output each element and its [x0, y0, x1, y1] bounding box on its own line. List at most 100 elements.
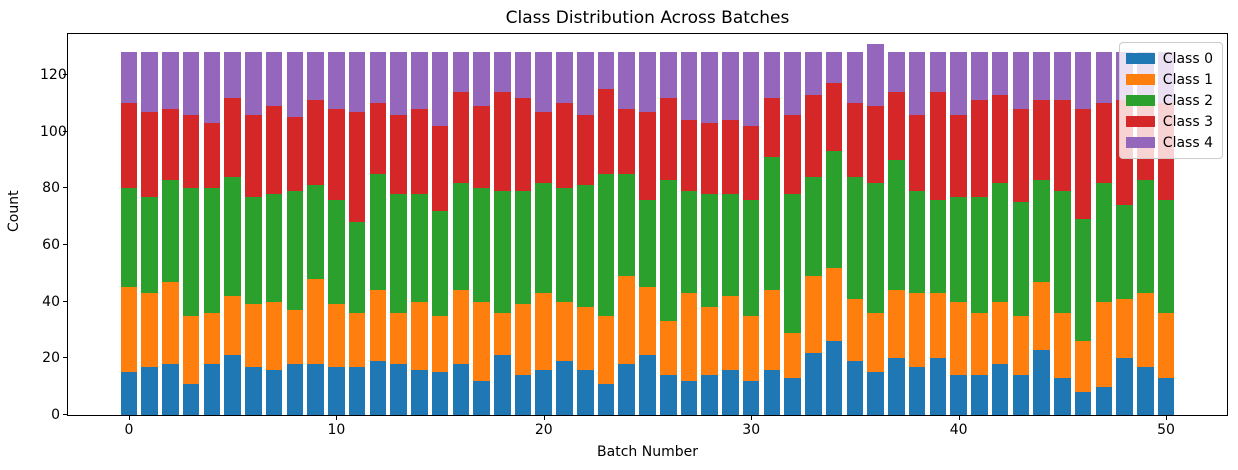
- bar-segment-class-1: [411, 301, 428, 370]
- x-tick-label: 30: [742, 422, 761, 438]
- x-tick-label: 20: [534, 422, 553, 438]
- bar-segment-class-4: [120, 52, 138, 104]
- bar-segment-class-4: [742, 52, 760, 126]
- stacked-bar-batch-21: [556, 52, 573, 415]
- bar-segment-class-1: [929, 293, 947, 359]
- stacked-bar-batch-37: [888, 52, 905, 415]
- bar-segment-class-0: [265, 369, 283, 415]
- bar-segment-class-0: [141, 366, 158, 415]
- legend-swatch-class-2: [1125, 95, 1155, 106]
- legend-label: Class 1: [1162, 71, 1213, 88]
- bar-segment-class-1: [556, 301, 573, 362]
- bars-layer: [68, 34, 1227, 415]
- bar-segment-class-4: [141, 52, 158, 112]
- legend-label: Class 3: [1162, 113, 1213, 130]
- bar-segment-class-4: [1074, 52, 1092, 109]
- x-axis-label: Batch Number: [597, 444, 698, 460]
- bar-segment-class-1: [162, 281, 179, 364]
- bar-segment-class-3: [784, 114, 801, 194]
- stacked-bar-batch-11: [348, 52, 366, 415]
- legend-item-class-3: Class 3: [1125, 111, 1213, 132]
- bar-segment-class-1: [390, 312, 407, 364]
- bar-segment-class-2: [203, 188, 221, 313]
- bar-segment-class-3: [286, 117, 304, 192]
- bar-segment-class-2: [1054, 191, 1071, 313]
- bar-segment-class-4: [224, 52, 241, 98]
- bar-segment-class-2: [1033, 179, 1050, 282]
- bar-segment-class-0: [1136, 366, 1154, 415]
- bar-segment-class-2: [784, 193, 801, 333]
- x-tick-mark: [543, 415, 545, 420]
- bar-segment-class-2: [390, 193, 407, 313]
- bar-segment-class-4: [805, 52, 822, 95]
- bar-segment-class-4: [245, 52, 262, 115]
- bar-segment-class-2: [576, 185, 594, 308]
- stacked-bar-batch-13: [390, 52, 407, 415]
- stacked-bar-batch-18: [494, 52, 511, 415]
- stacked-bar-batch-19: [514, 52, 532, 415]
- stacked-bar-batch-39: [929, 52, 947, 415]
- bar-segment-class-4: [763, 52, 781, 98]
- bar-segment-class-0: [182, 383, 200, 415]
- bar-segment-class-0: [867, 372, 884, 415]
- stacked-bar-batch-7: [265, 52, 283, 415]
- bar-segment-class-1: [576, 307, 594, 370]
- stacked-bar-batch-46: [1074, 52, 1092, 415]
- bar-segment-class-0: [971, 375, 988, 415]
- bar-segment-class-1: [141, 293, 158, 367]
- bar-segment-class-0: [597, 383, 615, 415]
- bar-segment-class-3: [1054, 100, 1071, 192]
- bar-segment-class-0: [908, 366, 926, 415]
- bar-segment-class-1: [514, 304, 532, 376]
- bar-segment-class-0: [742, 380, 760, 415]
- stacked-bar-batch-36: [867, 43, 884, 415]
- bar-segment-class-0: [224, 355, 241, 415]
- bar-segment-class-1: [182, 315, 200, 384]
- bar-segment-class-2: [328, 199, 345, 305]
- bar-segment-class-0: [825, 341, 843, 415]
- stacked-bar-batch-3: [182, 52, 200, 415]
- bar-segment-class-1: [659, 321, 677, 376]
- bar-segment-class-2: [1074, 219, 1092, 342]
- bar-segment-class-3: [659, 97, 677, 180]
- bar-segment-class-2: [659, 179, 677, 322]
- bar-segment-class-3: [265, 106, 283, 194]
- stacked-bar-batch-17: [473, 52, 490, 415]
- bar-segment-class-3: [431, 125, 449, 211]
- bar-segment-class-0: [162, 363, 179, 415]
- bar-segment-class-2: [991, 182, 1009, 302]
- stacked-bar-batch-20: [535, 52, 553, 415]
- bar-segment-class-4: [431, 52, 449, 126]
- bar-segment-class-0: [1033, 349, 1050, 415]
- bar-segment-class-1: [763, 290, 781, 370]
- bar-segment-class-4: [265, 52, 283, 107]
- bar-segment-class-1: [825, 267, 843, 342]
- bar-segment-class-0: [286, 363, 304, 415]
- bar-segment-class-4: [452, 52, 470, 92]
- bar-segment-class-1: [805, 276, 822, 353]
- bar-segment-class-1: [742, 315, 760, 381]
- bar-segment-class-3: [950, 114, 967, 197]
- bar-segment-class-3: [1033, 100, 1050, 180]
- bar-segment-class-2: [742, 199, 760, 316]
- stacked-bar-batch-33: [805, 52, 822, 415]
- bar-segment-class-0: [763, 369, 781, 415]
- bar-segment-class-3: [1012, 108, 1030, 203]
- bar-segment-class-0: [929, 358, 947, 415]
- plot-area: Class 0 Class 1 Class 2 Class 3 Class 4: [63, 33, 1228, 420]
- bar-segment-class-3: [203, 123, 221, 189]
- y-tick-mark: [63, 357, 68, 359]
- bar-segment-class-0: [1054, 378, 1071, 415]
- legend-item-class-0: Class 0: [1125, 48, 1213, 69]
- stacked-bar-batch-16: [452, 52, 470, 415]
- bar-segment-class-0: [390, 363, 407, 415]
- legend-label: Class 4: [1162, 134, 1213, 151]
- bar-segment-class-0: [307, 363, 324, 415]
- stacked-bar-batch-15: [431, 52, 449, 415]
- bar-segment-class-2: [701, 193, 718, 308]
- bar-segment-class-2: [120, 188, 138, 288]
- bar-segment-class-4: [888, 52, 905, 92]
- bar-segment-class-4: [203, 52, 221, 124]
- bar-segment-class-0: [328, 366, 345, 415]
- bar-segment-class-1: [348, 312, 366, 367]
